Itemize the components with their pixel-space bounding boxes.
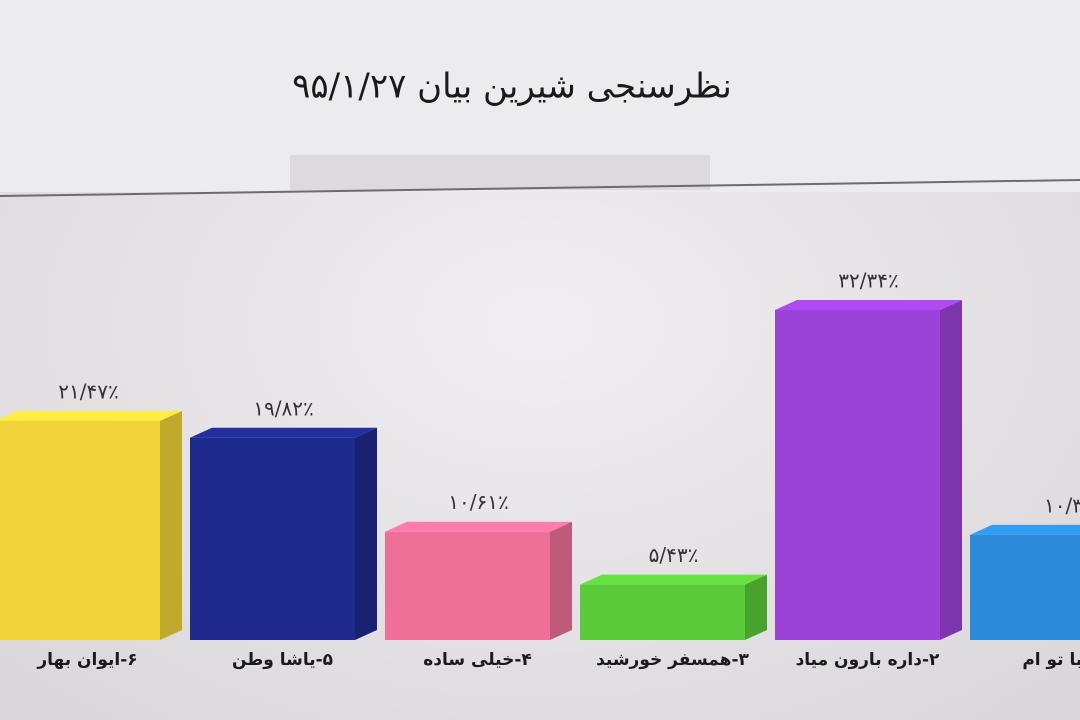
x-tick-label: ۵-یاشا وطن bbox=[232, 650, 333, 670]
bar-side bbox=[745, 574, 767, 640]
x-tick-label: ۲-داره بارون میاد bbox=[796, 650, 940, 670]
bar-top bbox=[970, 524, 1080, 535]
bar bbox=[0, 420, 160, 640]
value-label: ۱۰/۶۱٪ bbox=[448, 490, 508, 514]
x-tick-label: ۳-همسفر خورشید bbox=[596, 650, 749, 670]
bar-side bbox=[355, 427, 377, 640]
chart-title: نظرسنجی شیرین بیان ۹۵/۱/۲۷ bbox=[292, 67, 732, 107]
bar-side bbox=[550, 521, 572, 640]
value-label: ۳۲/۳۴٪ bbox=[838, 269, 898, 293]
value-label: ۵/۴۳٪ bbox=[649, 543, 699, 567]
header-shade bbox=[290, 155, 710, 190]
bar-top bbox=[0, 410, 182, 421]
bar bbox=[775, 310, 940, 640]
value-label: ۲۱/۴۷٪ bbox=[58, 379, 118, 403]
bar-side bbox=[160, 410, 182, 640]
bar bbox=[190, 437, 355, 640]
header-rule bbox=[0, 179, 1080, 197]
bar bbox=[385, 531, 550, 640]
x-tick-label: ۴-خیلی ساده bbox=[423, 650, 532, 670]
x-tick-label: ن با تو ام bbox=[1022, 650, 1080, 670]
bar-side bbox=[940, 300, 962, 640]
bar-top bbox=[190, 427, 377, 438]
value-label: ۱۰/۳ bbox=[1044, 493, 1080, 517]
x-tick-label: ۶-ایوان بهار bbox=[36, 650, 137, 670]
bar-top bbox=[385, 521, 572, 532]
bar bbox=[970, 534, 1080, 640]
bar-top bbox=[580, 574, 767, 585]
bar-top bbox=[775, 300, 962, 310]
value-label: ۱۹/۸۲٪ bbox=[253, 396, 313, 420]
bar bbox=[580, 584, 745, 640]
